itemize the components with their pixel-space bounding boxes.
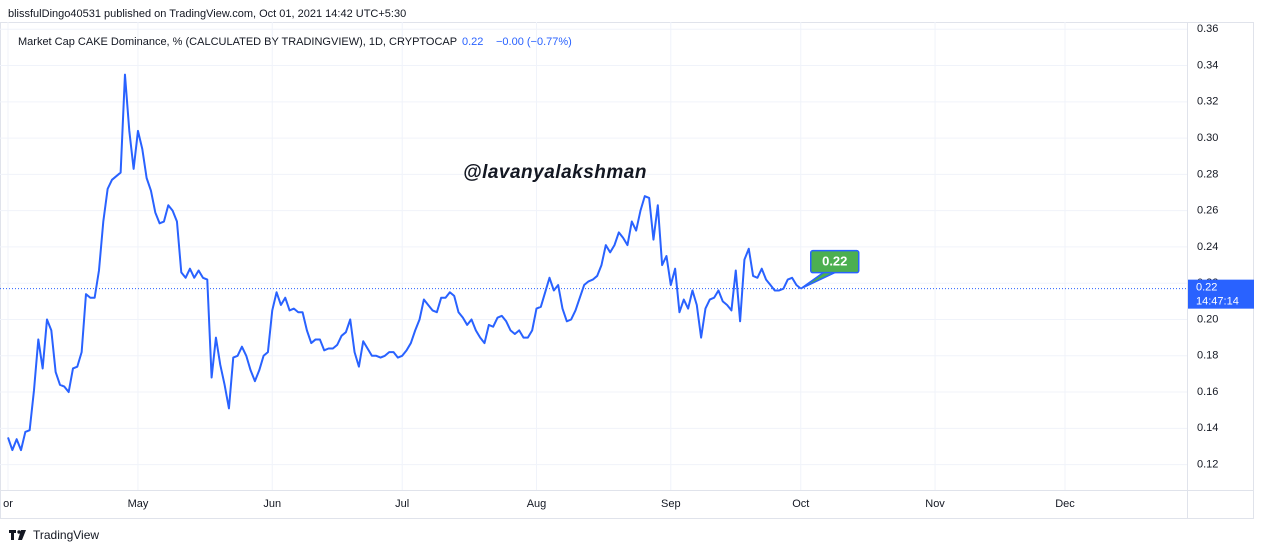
x-tick-label: May	[128, 498, 149, 510]
y-tick-label: 0.36	[1197, 23, 1218, 35]
x-tick-label: Aug	[527, 498, 547, 510]
time-axis: or May Jun Jul Aug Sep Oct Nov Dec	[3, 498, 1075, 510]
x-tick-label: Sep	[661, 498, 681, 510]
logo	[9, 530, 26, 540]
legend-title: Market Cap CAKE Dominance, % (CALCULATED…	[18, 36, 457, 48]
x-tick-label: Nov	[925, 498, 945, 510]
x-tick-label: Jul	[395, 498, 409, 510]
y-tick-label: 0.28	[1197, 168, 1218, 180]
chart-frame	[0, 22, 1254, 519]
x-tick-label: Jun	[263, 498, 281, 510]
header: blissfulDingo40531 published on TradingV…	[8, 8, 406, 20]
callout-box	[810, 249, 860, 274]
y-tick-label: 0.16	[1197, 386, 1218, 398]
y-tick-label: 0.24	[1197, 241, 1218, 253]
y-tick-label: 0.20	[1197, 313, 1218, 325]
plot	[7, 73, 802, 452]
y-tick-label: 0.18	[1197, 350, 1218, 362]
y-tick-label: 0.30	[1197, 132, 1218, 144]
callout-text: 0.22	[822, 254, 847, 269]
y-tick-label: 0.26	[1197, 205, 1218, 217]
legend-change: −0.00 (−0.77%)	[496, 36, 572, 48]
y-tick-label: 0.12	[1197, 459, 1218, 471]
footer: TradingView	[33, 528, 99, 542]
x-tick-label: or	[3, 498, 13, 510]
line-series	[7, 73, 802, 452]
x-tick-label: Oct	[792, 498, 809, 510]
price-label: 0.22	[1196, 282, 1217, 294]
price-time: 14:47:14	[1196, 296, 1239, 308]
x-tick-label: Dec	[1055, 498, 1075, 510]
y-tick-label: 0.32	[1197, 96, 1218, 108]
y-tick-label: 0.34	[1197, 59, 1218, 71]
price-label-box	[1188, 279, 1254, 309]
y-tick-label: 0.14	[1197, 422, 1218, 434]
legend-value: 0.22	[462, 36, 483, 48]
watermark: @lavanyalakshman	[463, 162, 647, 183]
grid	[0, 22, 1187, 490]
